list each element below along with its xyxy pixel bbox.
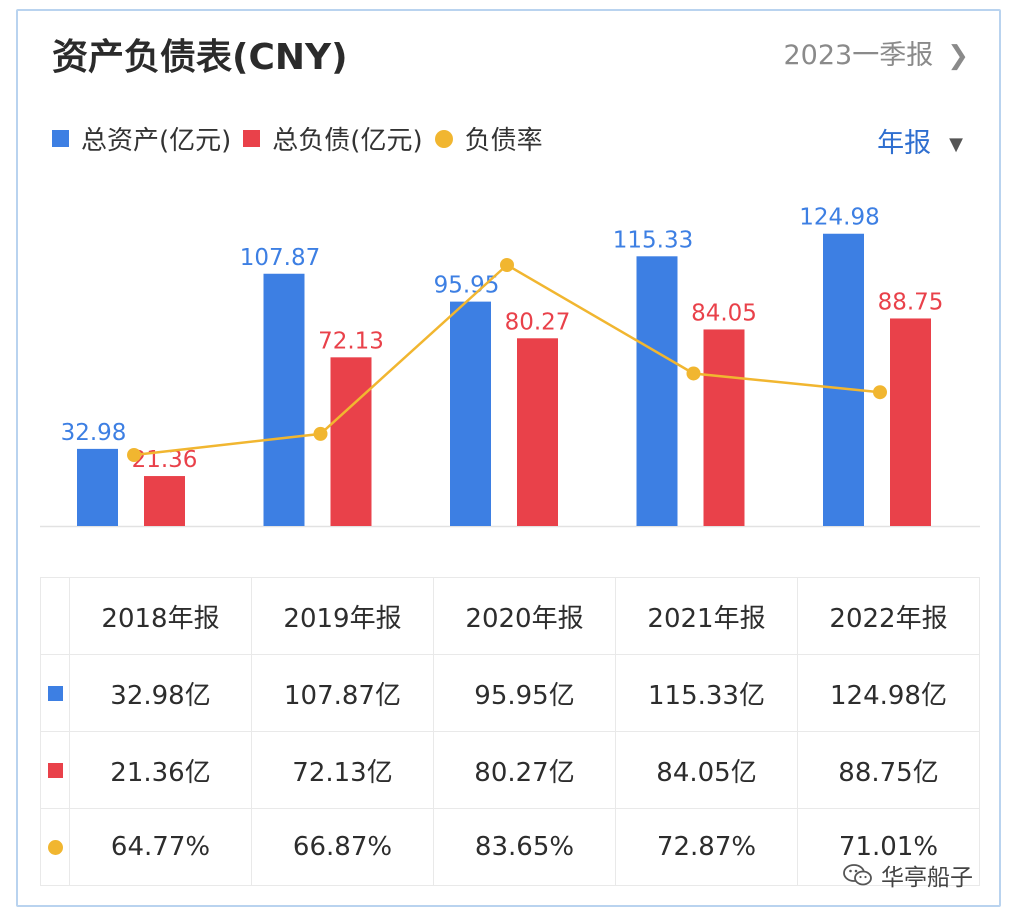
watermark-text: 华亭船子 xyxy=(881,865,973,891)
data-label-assets: 107.87 xyxy=(240,245,320,271)
table-cell: 95.95亿 xyxy=(433,654,616,732)
table-cell: 32.98亿 xyxy=(69,654,252,732)
report-link[interactable]: 2023一季报 ❯ xyxy=(783,33,969,72)
row-marker-cell xyxy=(40,654,70,732)
data-label-liabilities: 72.13 xyxy=(318,328,384,354)
data-table: 2018年报 2019年报 2020年报 2021年报 2022年报 32.98… xyxy=(40,577,980,886)
chart-legend: 总资产(亿元) 总负债(亿元) 负债率 xyxy=(52,120,555,157)
bar-assets xyxy=(263,273,305,526)
table-cell: 115.33亿 xyxy=(615,654,798,732)
table-cell: 84.05亿 xyxy=(615,731,798,809)
ratio-dot-icon xyxy=(47,840,63,855)
legend-liabilities-label: 总负债(亿元) xyxy=(272,126,423,156)
ratio-dot-icon xyxy=(434,129,453,148)
row-marker-cell xyxy=(40,808,70,886)
table-corner-cell xyxy=(40,577,70,655)
table-row-ratio: 64.77% 66.87% 83.65% 72.87% 71.01% xyxy=(40,808,980,886)
assets-square-icon xyxy=(52,130,69,147)
bar-liabilities xyxy=(703,329,745,526)
data-label-assets: 32.98 xyxy=(61,420,127,446)
table-cell: 83.65% xyxy=(433,808,616,886)
table-cell: 72.87% xyxy=(615,808,798,886)
table-cell: 107.87亿 xyxy=(251,654,434,732)
data-label-liabilities: 80.27 xyxy=(505,309,571,335)
wechat-icon xyxy=(843,864,872,886)
liabilities-square-icon xyxy=(243,130,261,147)
table-header-row: 2018年报 2019年报 2020年报 2021年报 2022年报 xyxy=(40,577,980,655)
table-header-cell: 2020年报 xyxy=(433,577,616,655)
assets-square-icon xyxy=(47,686,63,701)
data-label-liabilities: 88.75 xyxy=(878,289,944,315)
table-cell: 71.01% xyxy=(797,808,980,886)
liabilities-square-icon xyxy=(47,763,63,778)
table-header-cell: 2021年报 xyxy=(615,577,798,655)
bar-assets xyxy=(77,448,118,526)
legend-item-liabilities: 总负债(亿元) xyxy=(243,120,423,157)
legend-ratio-label: 负债率 xyxy=(464,126,543,156)
legend-assets-label: 总资产(亿元) xyxy=(81,126,232,156)
legend-item-assets: 总资产(亿元) xyxy=(52,120,231,157)
bar-liabilities xyxy=(890,318,931,526)
data-label-assets: 95.95 xyxy=(434,273,500,299)
table-row-assets: 32.98亿 107.87亿 95.95亿 115.33亿 124.98亿 xyxy=(40,654,980,732)
point-ratio xyxy=(873,385,887,400)
caret-down-icon: ▼ xyxy=(949,134,963,155)
report-link-label: 2023一季报 xyxy=(783,40,934,71)
page-title: 资产负债表(CNY) xyxy=(52,37,348,78)
table-header-cell: 2018年报 xyxy=(69,577,252,655)
period-selector-label: 年报 xyxy=(877,128,932,159)
point-ratio xyxy=(686,366,701,381)
bar-assets xyxy=(636,256,678,526)
bar-liabilities xyxy=(144,476,185,526)
data-label-assets: 115.33 xyxy=(613,227,693,253)
table-cell: 72.13亿 xyxy=(251,731,434,809)
table-header-cell: 2022年报 xyxy=(797,577,980,655)
card-frame xyxy=(16,9,1001,907)
period-selector[interactable]: 年报 ▼ xyxy=(877,121,963,160)
bar-assets xyxy=(450,301,491,526)
watermark: 华亭船子 xyxy=(843,858,973,892)
chevron-right-icon: ❯ xyxy=(947,41,969,71)
table-cell: 21.36亿 xyxy=(69,731,252,809)
table-row-liabilities: 21.36亿 72.13亿 80.27亿 84.05亿 88.75亿 xyxy=(40,731,980,809)
legend-item-ratio: 负债率 xyxy=(434,120,543,157)
table-cell: 80.27亿 xyxy=(433,731,616,809)
point-ratio xyxy=(313,426,328,441)
data-label-assets: 124.98 xyxy=(799,205,879,231)
bar-liabilities xyxy=(330,357,372,526)
bar-assets xyxy=(823,233,864,526)
bar-line-chart: 32.9821.36107.8772.1395.9580.27115.3384.… xyxy=(40,205,980,528)
bar-liabilities xyxy=(517,338,558,526)
table-cell: 124.98亿 xyxy=(797,654,980,732)
table-cell: 66.87% xyxy=(251,808,434,886)
table-cell: 64.77% xyxy=(69,808,252,886)
point-ratio xyxy=(127,448,141,462)
row-marker-cell xyxy=(40,731,70,809)
series-line-ratio xyxy=(133,263,881,457)
table-header-cell: 2019年报 xyxy=(251,577,434,655)
table-cell: 88.75亿 xyxy=(797,731,980,809)
point-ratio xyxy=(500,258,514,272)
data-label-liabilities: 84.05 xyxy=(691,300,757,326)
